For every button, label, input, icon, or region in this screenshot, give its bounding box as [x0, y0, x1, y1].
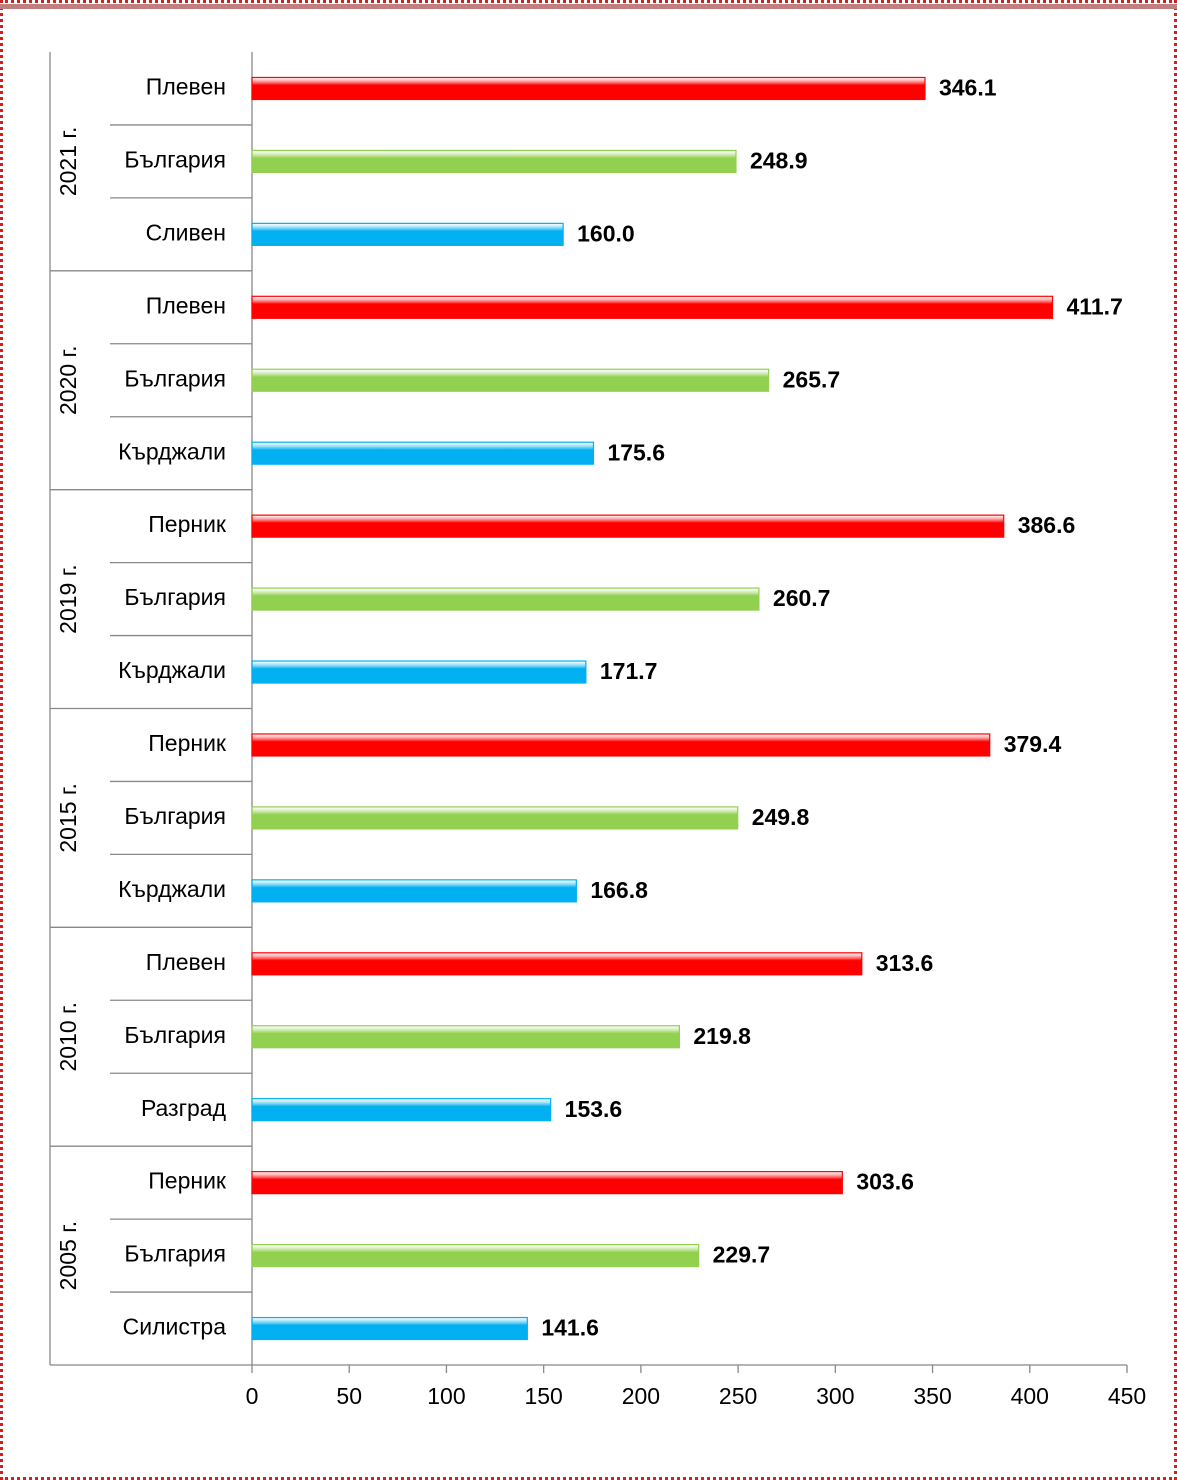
- bar: [251, 514, 1005, 538]
- value-label: 175.6: [607, 439, 665, 465]
- x-tick-label: 450: [1108, 1383, 1146, 1409]
- value-label: 229.7: [713, 1242, 771, 1268]
- value-label: 160.0: [577, 220, 635, 246]
- bar: [251, 879, 577, 903]
- bar: [251, 441, 595, 465]
- category-label: Перник: [148, 1168, 227, 1194]
- group-label: 2020 г.: [55, 345, 81, 415]
- value-label: 303.6: [856, 1169, 914, 1195]
- bar: [251, 587, 760, 611]
- category-label: България: [124, 584, 226, 610]
- group-label: 2010 г.: [55, 1002, 81, 1072]
- category-label: Кърджали: [118, 438, 226, 464]
- bar: [251, 149, 737, 174]
- category-label: Сливен: [146, 219, 226, 245]
- bar: [251, 952, 863, 976]
- bar: [251, 733, 991, 757]
- group-label: 2019 г.: [55, 564, 81, 634]
- x-tick-label: 250: [719, 1383, 757, 1409]
- category-label: Кърджали: [118, 657, 226, 683]
- x-tick-label: 300: [816, 1383, 854, 1409]
- x-tick-label: 100: [427, 1383, 465, 1409]
- category-label: Разград: [141, 1095, 227, 1121]
- category-label: Плевен: [146, 292, 226, 318]
- bar: [251, 222, 564, 246]
- bar: [251, 1316, 528, 1341]
- value-label: 411.7: [1067, 293, 1123, 319]
- value-label: 171.7: [600, 658, 658, 684]
- category-label: България: [124, 803, 226, 829]
- group-label: 2005 г.: [55, 1221, 81, 1291]
- bar: [251, 660, 587, 684]
- value-label: 260.7: [773, 585, 831, 611]
- category-label: България: [124, 1022, 226, 1048]
- value-label: 249.8: [752, 804, 810, 830]
- category-label: Перник: [148, 730, 227, 756]
- value-label: 386.6: [1018, 512, 1076, 538]
- bar: [251, 1098, 552, 1122]
- bar: [251, 806, 739, 830]
- value-label: 379.4: [1004, 731, 1062, 757]
- category-label: България: [124, 1241, 226, 1267]
- x-tick-label: 150: [524, 1383, 562, 1409]
- value-label: 166.8: [590, 877, 648, 903]
- bar: [251, 76, 926, 101]
- value-label: 219.8: [693, 1023, 751, 1049]
- category-label: Плевен: [146, 74, 226, 100]
- x-tick-label: 400: [1011, 1383, 1049, 1409]
- value-label: 141.6: [541, 1315, 599, 1341]
- x-tick-label: 350: [913, 1383, 951, 1409]
- category-label: Плевен: [146, 949, 226, 975]
- x-tick-label: 0: [246, 1383, 259, 1409]
- value-label: 153.6: [565, 1096, 623, 1122]
- group-label: 2021 г.: [55, 127, 81, 197]
- x-tick-label: 200: [622, 1383, 660, 1409]
- value-label: 313.6: [876, 950, 934, 976]
- bar: [251, 1243, 700, 1268]
- category-label: България: [124, 146, 226, 172]
- group-label: 2015 г.: [55, 783, 81, 853]
- value-label: 248.9: [750, 147, 808, 173]
- category-label: Кърджали: [118, 876, 226, 902]
- category-label: Силистра: [123, 1314, 227, 1340]
- value-label: 346.1: [939, 75, 997, 101]
- bar: [251, 1025, 680, 1049]
- category-label: Перник: [148, 511, 227, 537]
- bar: [251, 295, 1054, 319]
- bar: [251, 368, 770, 392]
- x-tick-label: 50: [336, 1383, 362, 1409]
- top-band: [0, 4, 1177, 9]
- value-label: 265.7: [783, 366, 841, 392]
- category-label: България: [124, 365, 226, 391]
- bar: [251, 1171, 843, 1195]
